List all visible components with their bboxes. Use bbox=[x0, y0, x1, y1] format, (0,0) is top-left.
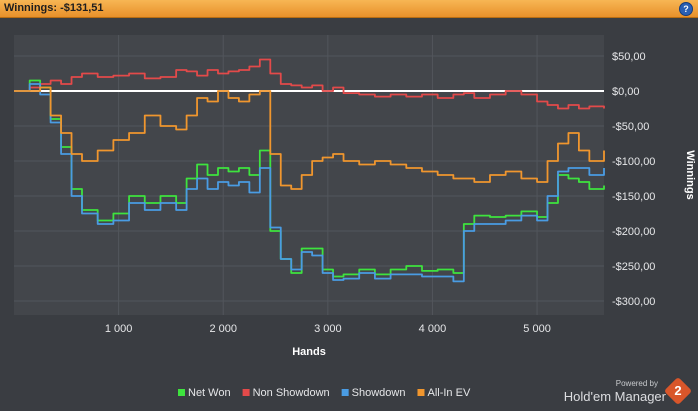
brand-logo: 2 bbox=[663, 376, 693, 406]
y-tick-label: -$100,00 bbox=[612, 156, 655, 168]
x-axis-title: Hands bbox=[292, 346, 326, 358]
winnings-chart: $50,00 $0,00 -$50,00 -$100,00 -$150,00 -$200,… bbox=[14, 35, 696, 399]
x-tick-label: 5 000 bbox=[523, 323, 551, 335]
series-line-all-in-ev bbox=[14, 86, 605, 190]
x-tick-label: 3 000 bbox=[314, 323, 342, 335]
y-tick-label: $0,00 bbox=[612, 86, 640, 98]
powered-by-label: Powered by bbox=[615, 379, 658, 388]
y-axis-title: Winnings bbox=[684, 150, 696, 199]
y-tick-label: -$200,00 bbox=[612, 226, 655, 238]
series-line-showdown bbox=[14, 83, 605, 283]
legend-swatch bbox=[341, 389, 349, 396]
legend-swatch bbox=[178, 389, 185, 396]
legend-label: All-In EV bbox=[427, 387, 470, 399]
legend-label: Net Won bbox=[188, 387, 231, 399]
x-tick-label: 4 000 bbox=[419, 323, 447, 335]
legend-swatch bbox=[417, 389, 425, 396]
window-titlebar: Winnings: -$131,51 ? bbox=[0, 0, 698, 18]
legend-label: Non Showdown bbox=[253, 387, 330, 399]
x-tick-label: 2 000 bbox=[209, 323, 237, 335]
x-tick-label: 1 000 bbox=[105, 323, 133, 335]
y-tick-label: -$50,00 bbox=[612, 121, 649, 133]
series-line-non-showdown bbox=[14, 58, 605, 110]
y-tick-label: -$150,00 bbox=[612, 191, 655, 203]
y-tick-label: -$250,00 bbox=[612, 261, 655, 273]
window-title: Winnings: -$131,51 bbox=[4, 2, 104, 14]
series-line-net-won bbox=[14, 79, 605, 278]
y-tick-label: $50,00 bbox=[612, 51, 646, 63]
brand-name: Hold'em Manager bbox=[563, 389, 666, 404]
y-tick-label: -$300,00 bbox=[612, 296, 655, 308]
legend-swatch bbox=[242, 389, 250, 396]
legend-label: Showdown bbox=[352, 387, 406, 399]
help-icon[interactable]: ? bbox=[679, 2, 693, 16]
brand-logo-number: 2 bbox=[674, 383, 682, 398]
